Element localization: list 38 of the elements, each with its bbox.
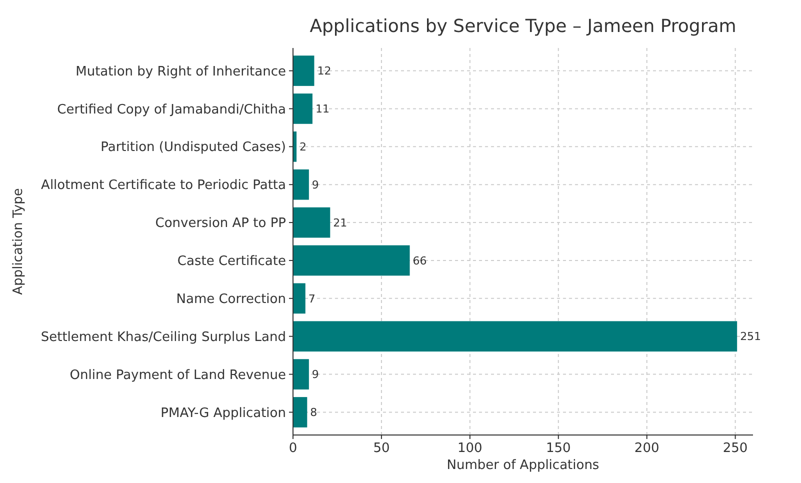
x-tick-label: 50	[373, 441, 390, 456]
x-tick-label: 250	[722, 441, 748, 456]
bar	[293, 56, 314, 86]
y-tick-label: Partition (Undisputed Cases)	[100, 140, 286, 156]
x-tick-label: 100	[458, 441, 482, 456]
y-tick-label: PMAY-G Application	[160, 406, 286, 421]
y-tick-label: Name Correction	[176, 292, 286, 307]
x-tick-label: 150	[546, 441, 571, 456]
y-tick-label: Mutation by Right of Inheritance	[76, 64, 286, 80]
x-axis-title: Number of Applications	[446, 458, 600, 473]
x-tick-label: 0	[288, 441, 298, 456]
data-label: 9	[312, 178, 319, 192]
data-label: 21	[333, 216, 348, 230]
y-tick-label: Allotment Certificate to Periodic Patta	[41, 178, 286, 194]
x-tick-label: 200	[634, 441, 660, 456]
y-axis-title: Application Type	[11, 188, 26, 295]
y-tick-label: Settlement Khas/Ceiling Surplus Land	[40, 330, 286, 345]
bar	[293, 283, 306, 314]
data-label: 11	[315, 102, 330, 116]
bar	[293, 359, 309, 390]
bar	[293, 94, 312, 124]
data-label: 66	[412, 254, 427, 268]
chart-title: Applications by Service Type – Jameen Program	[310, 16, 736, 37]
y-tick-label: Online Payment of Land Revenue	[70, 368, 286, 383]
bar	[293, 321, 738, 352]
bar	[293, 207, 330, 238]
bar	[293, 397, 308, 428]
bar	[293, 169, 309, 200]
y-tick-label: Conversion AP to PP	[155, 216, 286, 232]
y-tick-label: Certified Copy of Jamabandi/Chitha	[57, 102, 286, 118]
data-label: 7	[308, 292, 316, 306]
bar	[293, 245, 410, 276]
data-label: 2	[300, 140, 307, 154]
data-label: 8	[310, 406, 318, 420]
data-label: 9	[312, 368, 319, 382]
y-tick-label: Caste Certificate	[177, 254, 286, 270]
data-label: 251	[740, 330, 762, 344]
data-label: 12	[317, 64, 332, 78]
